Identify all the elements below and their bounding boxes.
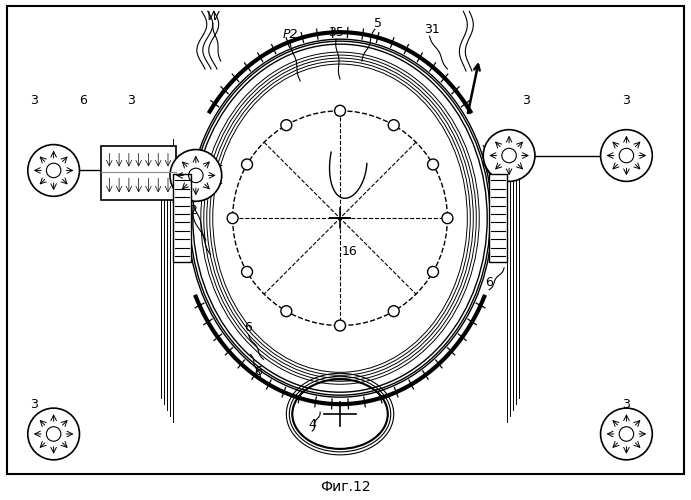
Text: 5: 5: [374, 17, 382, 30]
Circle shape: [281, 306, 292, 316]
Circle shape: [28, 408, 79, 460]
Text: 3: 3: [623, 94, 630, 108]
Text: 2: 2: [189, 204, 197, 216]
Circle shape: [281, 120, 292, 130]
Bar: [102, 146, 176, 201]
Circle shape: [334, 106, 346, 116]
Circle shape: [600, 130, 652, 182]
Circle shape: [483, 130, 535, 182]
Text: 3: 3: [623, 398, 630, 410]
Text: 3: 3: [30, 94, 38, 108]
Circle shape: [600, 408, 652, 460]
Text: P1: P1: [185, 188, 200, 201]
Circle shape: [242, 159, 252, 170]
Circle shape: [170, 150, 222, 202]
Circle shape: [442, 212, 453, 224]
Circle shape: [28, 144, 79, 197]
Circle shape: [334, 320, 346, 331]
Text: 16: 16: [342, 246, 358, 258]
Circle shape: [388, 306, 399, 316]
Ellipse shape: [214, 65, 466, 372]
Text: 35: 35: [328, 26, 344, 38]
Circle shape: [428, 266, 439, 278]
Text: 31: 31: [424, 22, 439, 36]
Text: 6: 6: [485, 276, 493, 289]
Text: Фиг.12: Фиг.12: [320, 480, 370, 494]
Text: 6: 6: [245, 321, 252, 334]
Circle shape: [388, 120, 399, 130]
Circle shape: [428, 159, 439, 170]
Bar: [173, 174, 191, 262]
Text: 4: 4: [308, 418, 316, 430]
Bar: [489, 174, 507, 262]
Text: 6: 6: [79, 94, 87, 108]
Circle shape: [242, 266, 252, 278]
Text: 6: 6: [254, 365, 263, 378]
Text: 3: 3: [522, 94, 530, 108]
Ellipse shape: [293, 380, 387, 448]
Text: P2: P2: [283, 28, 298, 40]
Text: W: W: [207, 10, 219, 23]
Text: 3: 3: [30, 398, 38, 410]
Text: 3: 3: [127, 94, 135, 108]
Circle shape: [227, 212, 238, 224]
